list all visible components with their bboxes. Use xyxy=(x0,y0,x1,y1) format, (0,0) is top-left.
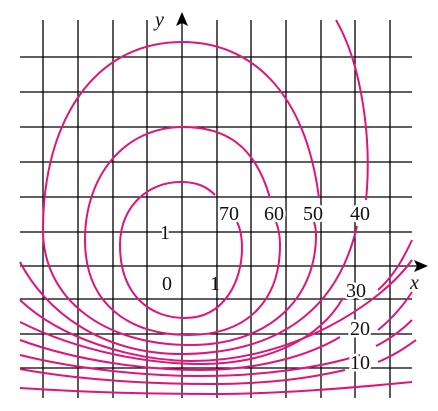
y-tick-label: 1 xyxy=(160,222,170,244)
contour-20a xyxy=(19,291,413,372)
contour-30b xyxy=(19,239,413,366)
contour-60 xyxy=(83,125,282,337)
y-axis xyxy=(176,12,188,398)
x-tick-label: 1 xyxy=(210,273,220,295)
x-axis-arrow-icon xyxy=(414,260,428,272)
contour-40 xyxy=(19,19,369,356)
origin-label: 0 xyxy=(162,273,172,295)
x-axis-label: x xyxy=(409,272,419,294)
contour-bottom xyxy=(19,381,413,396)
contour-30a xyxy=(19,259,413,363)
grid xyxy=(20,20,412,398)
contour-label-20: 20 xyxy=(350,318,370,340)
contour-70 xyxy=(118,180,244,320)
contour-10 xyxy=(19,339,417,386)
contour-label-30: 30 xyxy=(346,280,366,302)
y-axis-label: y xyxy=(153,9,164,31)
y-axis-arrow-icon xyxy=(176,12,188,26)
contour-label-10: 10 xyxy=(350,352,370,374)
contour-label-50: 50 xyxy=(303,203,323,225)
contour-label-70: 70 xyxy=(219,203,239,225)
contour-label-60: 60 xyxy=(264,203,284,225)
contour-50 xyxy=(41,40,320,347)
contour-20b xyxy=(19,319,413,378)
x-axis xyxy=(20,260,428,272)
contour-label-40: 40 xyxy=(350,203,370,225)
